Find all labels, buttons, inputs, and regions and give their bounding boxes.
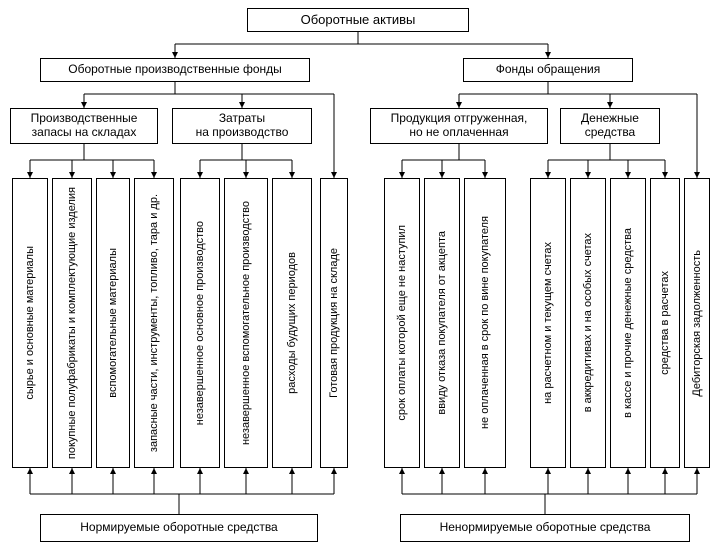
leaf-right-1: ввиду отказа покупателя от акцепта	[424, 178, 460, 468]
node-label: Денежные средства	[581, 112, 639, 140]
leaf-label: расходы будущих периодов	[286, 252, 298, 394]
node-label: Ненормируемые оборотные средства	[440, 521, 651, 535]
leaf-right-6: средства в расчетах	[650, 178, 680, 468]
leaf-left-6: расходы будущих периодов	[272, 178, 312, 468]
leaf-right-3: на расчетном и текущем счетах	[530, 178, 566, 468]
node-prod-funds: Оборотные производственные фонды	[40, 58, 310, 82]
leaf-left-7: Готовая продукция на складе	[320, 178, 348, 468]
leaf-label: покупные полуфабрикаты и комплектующие и…	[66, 187, 78, 459]
node-label: Затраты на производство	[196, 112, 289, 140]
leaf-label: незавершенное вспомогательное производст…	[240, 201, 252, 445]
leaf-label: Готовая продукция на складе	[328, 248, 340, 398]
leaf-left-1: покупные полуфабрикаты и комплектующие и…	[52, 178, 92, 468]
leaf-label: незавершенное основное производство	[194, 221, 206, 425]
node-stocks: Производственные запасы на складах	[10, 108, 158, 144]
leaf-label: в кассе и прочие денежные средства	[622, 228, 634, 418]
leaf-left-2: вспомогательные материалы	[96, 178, 130, 468]
leaf-left-4: незавершенное основное производство	[180, 178, 220, 468]
node-label: Продукция отгруженная, но не оплаченная	[391, 112, 528, 140]
node-label: Нормируемые оборотные средства	[80, 521, 277, 535]
leaf-right-0: срок оплаты которой еще не наступил	[384, 178, 420, 468]
leaf-label: запасные части, инструменты, топливо, та…	[148, 194, 160, 452]
node-root-label: Оборотные активы	[301, 13, 416, 28]
node-circ-funds: Фонды обращения	[463, 58, 633, 82]
node-norm: Нормируемые оборотные средства	[40, 514, 318, 542]
node-root: Оборотные активы	[247, 8, 469, 32]
node-money: Денежные средства	[560, 108, 660, 144]
node-nonorm: Ненормируемые оборотные средства	[400, 514, 690, 542]
node-label: Оборотные производственные фонды	[68, 63, 282, 77]
leaf-left-3: запасные части, инструменты, топливо, та…	[134, 178, 174, 468]
leaf-left-5: незавершенное вспомогательное производст…	[224, 178, 268, 468]
leaf-label: вспомогательные материалы	[107, 248, 119, 398]
leaf-right-5: в кассе и прочие денежные средства	[610, 178, 646, 468]
leaf-label: средства в расчетах	[659, 271, 671, 375]
leaf-right-7: Дебиторская задолженность	[684, 178, 710, 468]
leaf-right-2: не оплаченная в срок по вине покупателя	[464, 178, 506, 468]
leaf-right-4: в аккредитивах и на особых счетах	[570, 178, 606, 468]
leaf-label: ввиду отказа покупателя от акцепта	[436, 231, 448, 415]
node-label: Фонды обращения	[496, 63, 601, 77]
leaf-label: сырье и основные материалы	[24, 246, 36, 400]
leaf-label: на расчетном и текущем счетах	[542, 242, 554, 404]
leaf-label: не оплаченная в срок по вине покупателя	[479, 216, 491, 429]
leaf-left-0: сырье и основные материалы	[12, 178, 48, 468]
leaf-label: срок оплаты которой еще не наступил	[396, 225, 408, 421]
leaf-label: Дебиторская задолженность	[691, 250, 703, 397]
node-label: Производственные запасы на складах	[31, 112, 138, 140]
leaf-label: в аккредитивах и на особых счетах	[582, 233, 594, 412]
node-shipped: Продукция отгруженная, но не оплаченная	[370, 108, 548, 144]
node-costs: Затраты на производство	[172, 108, 312, 144]
